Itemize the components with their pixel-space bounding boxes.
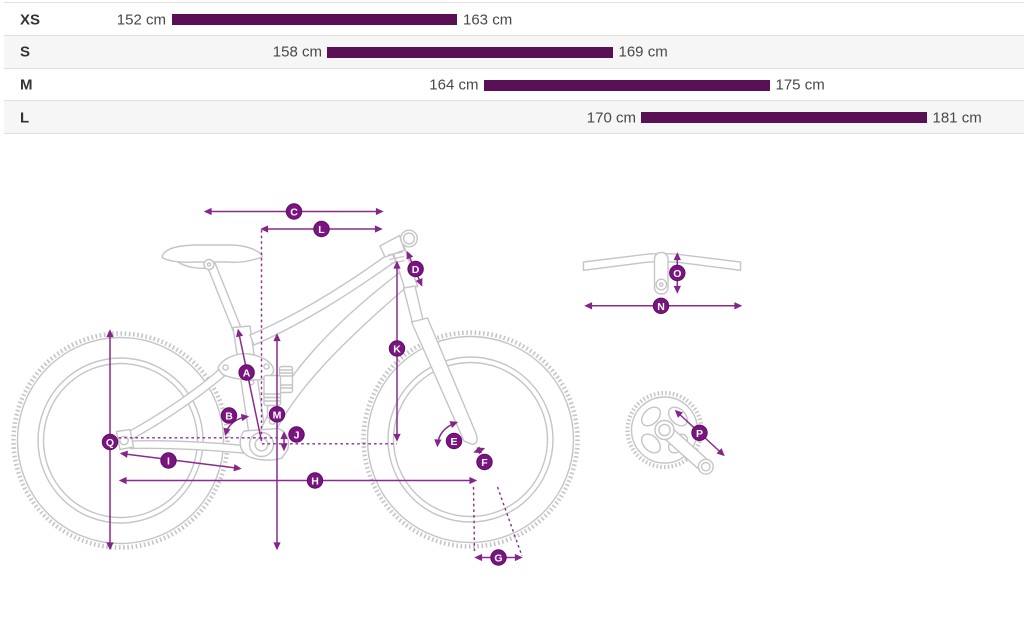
svg-text:P: P	[696, 428, 703, 440]
svg-text:B: B	[225, 411, 233, 423]
svg-text:I: I	[167, 456, 170, 468]
svg-text:N: N	[657, 301, 665, 313]
svg-text:E: E	[450, 436, 457, 448]
svg-text:J: J	[294, 430, 300, 442]
svg-text:Q: Q	[106, 437, 114, 449]
svg-text:O: O	[673, 268, 681, 280]
svg-text:M: M	[273, 409, 282, 421]
svg-text:G: G	[494, 553, 502, 565]
svg-text:L: L	[318, 224, 325, 236]
svg-text:A: A	[243, 368, 251, 380]
svg-text:H: H	[311, 476, 319, 488]
svg-text:C: C	[290, 207, 298, 219]
svg-text:D: D	[412, 264, 420, 276]
svg-text:F: F	[481, 457, 488, 469]
svg-text:K: K	[393, 344, 401, 356]
